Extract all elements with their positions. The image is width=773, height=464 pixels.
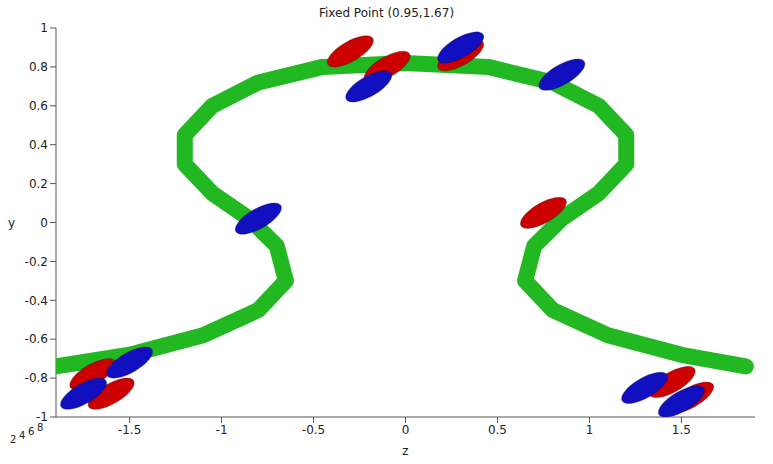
svg-text:0: 0 [40, 216, 48, 230]
svg-text:0.4: 0.4 [29, 138, 48, 152]
svg-text:0.5: 0.5 [488, 423, 507, 437]
svg-text:-0.8: -0.8 [25, 371, 48, 385]
svg-text:1: 1 [40, 21, 48, 35]
svg-text:-1: -1 [36, 410, 48, 425]
html-text:4: 4 [19, 430, 26, 441]
html-text:8: 8 [37, 422, 44, 433]
svg-text:0.2: 0.2 [29, 177, 48, 191]
svg-text:0.6: 0.6 [29, 99, 48, 113]
svg-text:y: y [8, 216, 15, 230]
svg-text:0: 0 [402, 423, 410, 437]
html-text:6: 6 [28, 426, 35, 437]
svg-text:-0.5: -0.5 [302, 423, 325, 437]
svg-text:-1.5: -1.5 [118, 423, 141, 437]
svg-text:1: 1 [586, 423, 594, 437]
svg-text:0.8: 0.8 [29, 60, 48, 74]
html-text:Fixed Point (0.95,1.67): Fixed Point (0.95,1.67) [318, 6, 455, 20]
svg-text:-1: -1 [216, 423, 228, 437]
svg-text:-0.4: -0.4 [25, 294, 48, 308]
svg-text:-0.2: -0.2 [25, 255, 48, 269]
svg-text:z: z [402, 444, 408, 458]
svg-text:1.5: 1.5 [672, 423, 691, 437]
svg-text:-0.6: -0.6 [25, 332, 48, 346]
html-text:2: 2 [10, 434, 17, 445]
